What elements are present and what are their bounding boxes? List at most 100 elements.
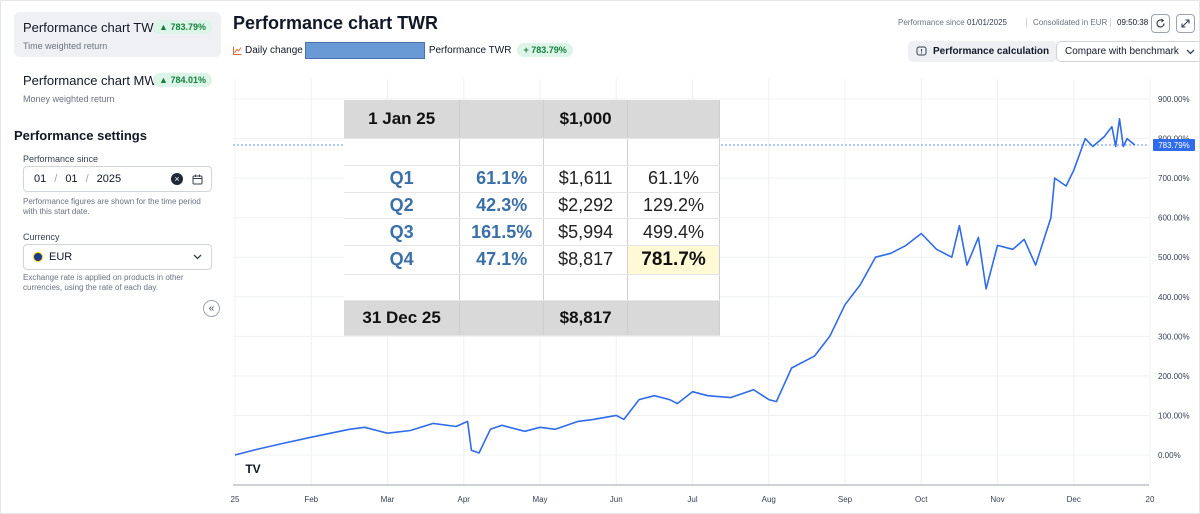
chart-card-title: Performance chart TWR [23, 20, 163, 35]
x-tick-label: Aug [762, 495, 776, 504]
x-tick-label: Apr [458, 495, 471, 504]
y-tick-label: 600.00% [1158, 214, 1190, 223]
y-tick-label: 0.00% [1158, 451, 1181, 460]
legend-daily-change[interactable]: Daily change [245, 44, 303, 56]
start-value: $1,000 [543, 100, 629, 140]
since-hint: Performance figures are shown for the ti… [23, 197, 201, 216]
quarter-label: Q2 [344, 192, 461, 220]
sidebar: Performance chart TWR Time weighted retu… [1, 1, 223, 514]
performance-badge: ▲ 784.01% [153, 73, 212, 87]
end-value: $8,817 [543, 300, 629, 336]
currency-hint: Exchange rate is applied on products in … [23, 273, 184, 292]
y-tick-label: 200.00% [1158, 372, 1190, 381]
x-tick-label: Feb [304, 495, 318, 504]
table-spacer-row [344, 138, 720, 167]
table-cell [627, 300, 720, 336]
tradingview-logo-bg [239, 456, 267, 480]
table-cell [459, 300, 545, 336]
x-tick-label: May [532, 495, 547, 504]
date-year[interactable]: 2025 [96, 173, 122, 185]
compare-benchmark-label: Compare with benchmark [1065, 46, 1179, 57]
chart-card-title: Performance chart MWR [23, 73, 167, 88]
table-end-row: 31 Dec 25 $8,817 [344, 300, 720, 336]
table-cell [627, 274, 720, 302]
quarter-label: Q3 [344, 218, 461, 246]
table-cell [459, 274, 545, 302]
date-month[interactable]: 01 [65, 173, 78, 185]
perf-since-label: Performance since [898, 18, 965, 27]
cumulative-return: 61.1% [627, 165, 720, 193]
refresh-icon [1156, 18, 1165, 28]
performance-badge: ▲ 783.79% [153, 20, 212, 34]
table-cell [459, 100, 545, 140]
settings-title: Performance settings [14, 128, 147, 143]
tradingview-logo-icon: TV [245, 462, 260, 476]
legend-performance-twr[interactable]: Performance TWR [428, 44, 512, 56]
y-tick-label: 100.00% [1158, 411, 1190, 420]
y-tick-label: 700.00% [1158, 174, 1190, 183]
collapse-sidebar-button[interactable]: « [203, 300, 220, 317]
legend-badge: + 783.79% [517, 43, 573, 57]
quarter-return: 61.1% [459, 165, 545, 193]
quarter-value: $2,292 [543, 192, 629, 220]
quarter-value: $5,994 [543, 218, 629, 246]
performance-since-meta: Performance since 01/01/2025 [898, 18, 1007, 27]
quarter-label: Q4 [344, 245, 461, 275]
start-date: 1 Jan 25 [344, 100, 461, 140]
y-tick-label: 400.00% [1158, 293, 1190, 302]
date-day[interactable]: 01 [34, 173, 47, 185]
y-tick-label: 300.00% [1158, 332, 1190, 341]
currency-select[interactable]: EUR [23, 244, 212, 270]
since-date-input[interactable]: 01 / 01 / 2025 × [23, 166, 212, 192]
cumulative-return: 499.4% [627, 218, 720, 246]
chart-card-twr[interactable]: Performance chart TWR Time weighted retu… [14, 12, 221, 57]
refresh-button[interactable] [1151, 14, 1170, 33]
x-tick-label: Jul [687, 495, 697, 504]
currency-value: EUR [49, 251, 73, 263]
y-tick-label: 900.00% [1158, 95, 1190, 104]
quarter-return: 161.5% [459, 218, 545, 246]
clear-icon[interactable]: × [171, 173, 183, 185]
info-icon [916, 46, 927, 56]
table-cell [344, 274, 461, 302]
table-spacer-row [344, 274, 720, 302]
compare-benchmark-select[interactable]: Compare with benchmark [1056, 41, 1200, 62]
performance-line [234, 118, 1136, 456]
quarter-label: Q1 [344, 165, 461, 193]
x-tick-label: 20 [1146, 495, 1155, 504]
calendar-icon[interactable] [192, 174, 203, 185]
performance-calculation-button[interactable]: Performance calculation [908, 41, 1058, 62]
chart-card-mwr[interactable]: Performance chart MWR Money weighted ret… [14, 65, 221, 110]
since-label: Performance since [23, 154, 99, 164]
x-tick-label: Oct [915, 495, 928, 504]
x-tick-label: Sep [838, 495, 853, 504]
x-tick-label: Dec [1067, 495, 1081, 504]
date-separator: / [85, 173, 89, 185]
table-cell [627, 138, 720, 167]
table-cell [344, 138, 461, 167]
chart-card-subtitle: Time weighted return [23, 41, 108, 51]
time-meta: 09:50:38 [1110, 18, 1148, 27]
currency-label: Currency [23, 232, 60, 242]
chevron-down-icon [193, 254, 202, 260]
table-row: Q3 161.5% $5,994 499.4% [344, 218, 720, 246]
page-title: Performance chart TWR [233, 13, 439, 33]
table-start-row: 1 Jan 25 $1,000 [344, 100, 720, 140]
perf-since-value: 01/01/2025 [966, 18, 1007, 27]
quarter-value: $8,817 [543, 245, 629, 275]
y-tick-label: 500.00% [1158, 253, 1190, 262]
quarterly-returns-table: 1 Jan 25 $1,000 Q1 61.1% $1,611 61.1% Q2… [344, 100, 720, 336]
x-tick-label: Nov [990, 495, 1004, 504]
current-value-label: 783.79% [1158, 141, 1190, 150]
table-cell [543, 274, 629, 302]
chart-legend: Daily change Performance TWR + 783.79% [233, 41, 573, 59]
x-tick-label: 25 [231, 495, 240, 504]
table-cell [543, 138, 629, 167]
quarter-value: $1,611 [543, 165, 629, 193]
x-tick-label: Mar [381, 495, 395, 504]
eu-flag-icon [33, 252, 43, 262]
chevron-down-icon [1186, 49, 1195, 54]
table-cell [627, 100, 720, 140]
expand-button[interactable] [1176, 14, 1195, 33]
current-value-tag [1153, 138, 1195, 151]
